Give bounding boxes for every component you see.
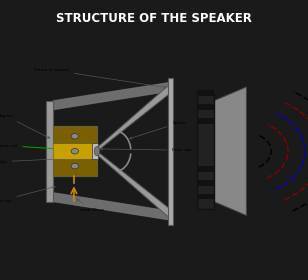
Polygon shape [53, 193, 169, 220]
Bar [197, 104, 214, 110]
Text: STRUCTURE OF THE SPEAKER: STRUCTURE OF THE SPEAKER [56, 12, 252, 25]
Text: Voice coil: Voice coil [0, 144, 88, 152]
Bar [197, 180, 214, 186]
Bar [197, 166, 214, 172]
Text: Tags: Tags [0, 157, 71, 164]
Text: Frame or basket: Frame or basket [34, 68, 166, 88]
Bar [53, 126, 97, 143]
Bar [168, 78, 173, 225]
Bar [92, 143, 98, 159]
Bar [53, 126, 97, 176]
Circle shape [71, 163, 79, 169]
Polygon shape [53, 82, 169, 110]
Text: Voice coil: Voice coil [0, 186, 55, 203]
Text: Spider: Spider [130, 121, 187, 139]
Ellipse shape [94, 147, 100, 156]
Bar [197, 118, 214, 124]
Polygon shape [97, 151, 169, 218]
Bar [197, 90, 214, 96]
Text: Magnet: Magnet [0, 114, 50, 138]
Polygon shape [97, 85, 169, 151]
Circle shape [71, 134, 79, 139]
Bar [197, 94, 214, 209]
Polygon shape [214, 87, 246, 216]
Bar [53, 159, 97, 176]
Text: Lead Wires: Lead Wires [77, 199, 104, 212]
Circle shape [71, 148, 79, 154]
Text: Dust cap: Dust cap [101, 148, 192, 152]
Bar [197, 194, 214, 199]
Bar [46, 101, 53, 202]
